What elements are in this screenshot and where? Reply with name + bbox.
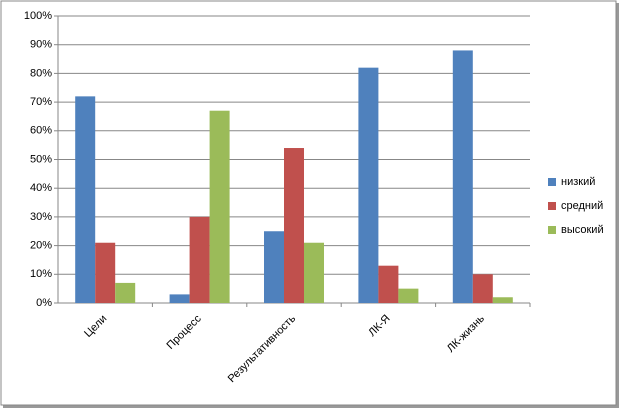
bar	[472, 274, 493, 303]
y-tick-label: 20%	[30, 240, 52, 252]
bar	[264, 231, 284, 303]
y-tick-label: 10%	[30, 268, 52, 280]
bar	[378, 265, 399, 303]
bar	[398, 288, 419, 303]
y-tick-label: 80%	[30, 67, 52, 79]
bar	[304, 242, 324, 303]
y-tick-label: 60%	[30, 125, 52, 137]
y-tick-label: 90%	[30, 39, 52, 51]
bar	[209, 110, 230, 304]
y-tick-label: 40%	[30, 182, 52, 194]
bar	[75, 96, 96, 303]
y-tick-label: 70%	[30, 96, 52, 108]
y-tick-label: 0%	[36, 297, 52, 309]
bar	[452, 50, 473, 303]
y-tick-label: 100%	[24, 10, 52, 22]
legend-label: средний	[561, 200, 603, 212]
legend-swatch	[548, 202, 556, 210]
legend-swatch	[548, 226, 556, 234]
bar	[95, 242, 116, 303]
bar	[492, 297, 513, 303]
bar	[284, 148, 304, 303]
bar	[169, 294, 190, 303]
y-tick-label: 50%	[30, 153, 52, 165]
bar	[189, 216, 210, 303]
bar	[115, 282, 136, 303]
legend-label: низкий	[561, 176, 595, 188]
legend-swatch	[548, 178, 556, 186]
frame	[0, 0, 617, 406]
bar	[358, 67, 379, 303]
y-tick-label: 30%	[30, 211, 52, 223]
legend-label: высокий	[561, 224, 604, 236]
